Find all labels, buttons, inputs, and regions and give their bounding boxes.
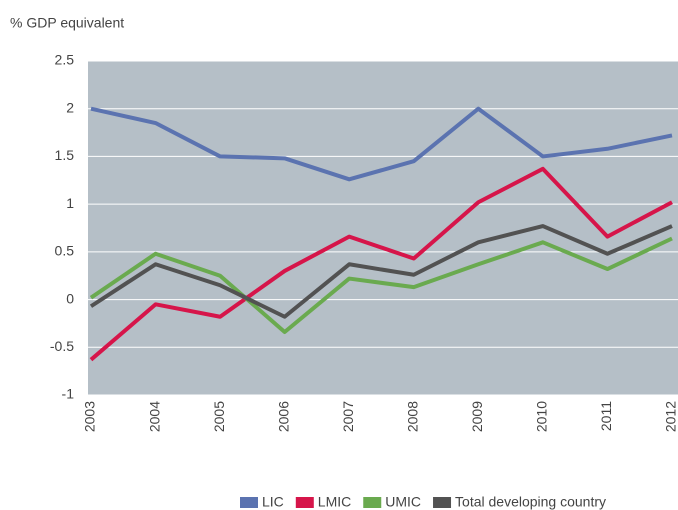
x-tick-label: 2003 (82, 401, 98, 432)
x-tick-label: 2009 (469, 401, 485, 432)
legend-label: LIC (262, 494, 284, 510)
line (89, 166, 673, 362)
x-tick-label: 2006 (275, 401, 291, 432)
line (89, 236, 673, 335)
legend-label: LMIC (318, 494, 351, 510)
line (89, 224, 673, 319)
legend-label: Total developing country (455, 494, 606, 510)
legend-swatch (295, 497, 314, 508)
y-tick-label: 0 (66, 290, 74, 306)
y-tick-label: -0.5 (50, 338, 74, 354)
x-tick-label: 2008 (404, 401, 420, 432)
plot-area (88, 61, 678, 395)
y-tick-label: 1.5 (55, 147, 75, 163)
y-tick-label: 2 (66, 99, 74, 115)
legend-swatch (240, 497, 258, 508)
y-tick-label: 1 (66, 195, 74, 211)
x-tick-label: 2005 (211, 401, 227, 432)
legend-swatch (363, 497, 382, 508)
y-axis-label: % GDP equivalent (10, 15, 124, 31)
y-tick-label: 0.5 (55, 243, 75, 259)
line (90, 106, 673, 182)
x-tick-label: 2012 (663, 401, 678, 432)
y-tick-label: -1 (62, 386, 75, 402)
x-tick-label: 2004 (146, 401, 162, 432)
legend-label: UMIC (385, 494, 421, 510)
x-tick-label: 2007 (340, 401, 356, 432)
x-tick-label: 2010 (534, 401, 550, 432)
x-tick-label: 2011 (598, 401, 614, 431)
legend-swatch (433, 497, 452, 508)
y-tick-label: 2.5 (55, 52, 75, 68)
